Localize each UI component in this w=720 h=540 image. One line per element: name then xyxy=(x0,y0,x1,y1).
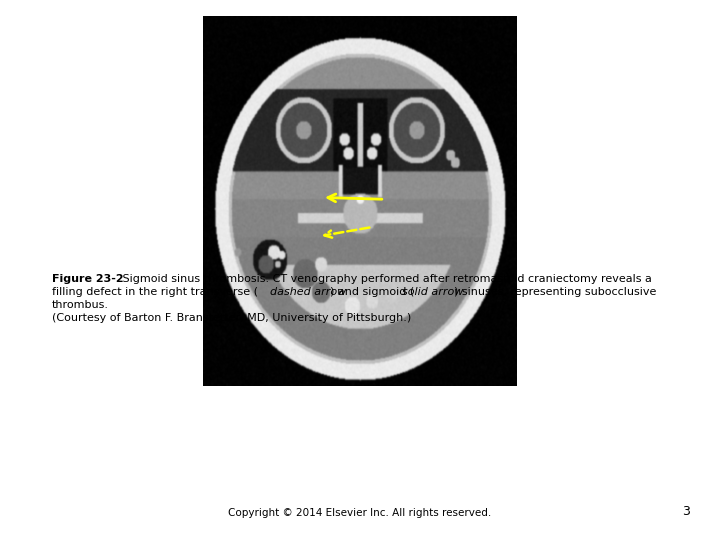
Text: Sigmoid sinus thrombosis. CT venography performed after retromastoid craniectomy: Sigmoid sinus thrombosis. CT venography … xyxy=(119,274,652,284)
Text: Copyright © 2014 Elsevier Inc. All rights reserved.: Copyright © 2014 Elsevier Inc. All right… xyxy=(228,508,492,518)
Text: Figure 23-2: Figure 23-2 xyxy=(52,274,124,284)
Text: filling defect in the right transverse (: filling defect in the right transverse ( xyxy=(52,287,258,297)
Text: dashed arrow: dashed arrow xyxy=(270,287,346,297)
Text: ) sinuses, representing subocclusive: ) sinuses, representing subocclusive xyxy=(454,287,657,297)
Text: solid arrow: solid arrow xyxy=(402,287,464,297)
Text: 3: 3 xyxy=(682,505,690,518)
Text: (Courtesy of Barton F. Branstetter, MD, University of Pittsburgh.): (Courtesy of Barton F. Branstetter, MD, … xyxy=(52,313,411,323)
Text: thrombus.: thrombus. xyxy=(52,300,109,310)
Text: ) and sigmoid (: ) and sigmoid ( xyxy=(330,287,414,297)
